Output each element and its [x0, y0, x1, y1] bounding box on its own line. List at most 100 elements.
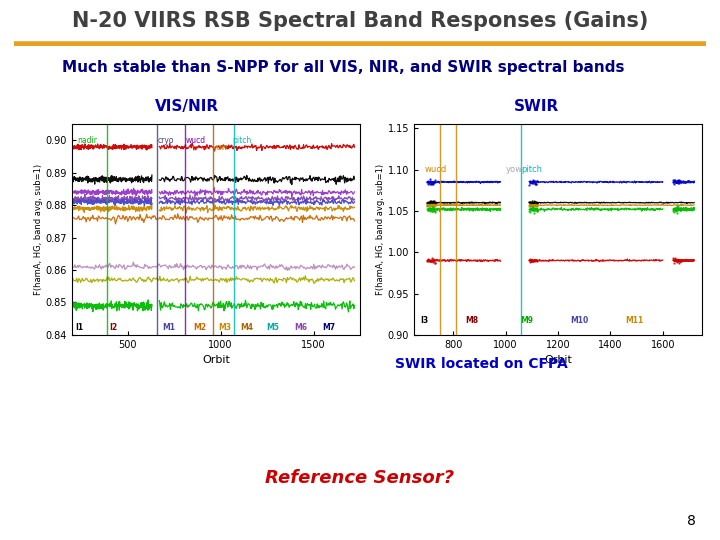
Point — [531, 202, 543, 211]
Point — [670, 255, 681, 264]
Point — [524, 177, 536, 185]
Point — [531, 198, 542, 207]
Point — [669, 204, 680, 212]
Point — [422, 205, 433, 214]
Point — [524, 200, 536, 209]
Point — [528, 256, 539, 265]
Point — [530, 198, 541, 207]
Point — [527, 206, 539, 214]
Text: I2: I2 — [109, 322, 117, 332]
Point — [527, 200, 539, 209]
Point — [674, 206, 685, 214]
Point — [429, 176, 441, 185]
Point — [528, 201, 539, 210]
Point — [531, 256, 543, 265]
Point — [427, 198, 438, 207]
Text: cryo: cryo — [158, 136, 174, 145]
Point — [675, 204, 686, 212]
Text: pitch: pitch — [232, 136, 251, 145]
Point — [421, 199, 433, 207]
Point — [670, 254, 681, 262]
Point — [422, 180, 433, 189]
Point — [426, 198, 437, 207]
Point — [528, 205, 540, 214]
Point — [668, 255, 680, 264]
Point — [428, 179, 439, 187]
Point — [674, 204, 685, 213]
Point — [422, 255, 433, 264]
Point — [528, 208, 539, 217]
Text: pitch: pitch — [521, 165, 542, 174]
Point — [424, 179, 436, 188]
Point — [422, 199, 433, 207]
Point — [428, 203, 439, 212]
Point — [423, 178, 435, 186]
Point — [530, 257, 541, 266]
Point — [526, 256, 537, 265]
Point — [424, 206, 436, 215]
Point — [424, 198, 436, 207]
Point — [525, 204, 536, 213]
Point — [429, 207, 441, 216]
Point — [423, 200, 435, 209]
Point — [524, 178, 536, 186]
Point — [421, 178, 433, 187]
Point — [527, 179, 539, 187]
Point — [425, 180, 436, 188]
Text: M7: M7 — [322, 322, 335, 332]
Point — [528, 200, 539, 209]
Point — [670, 206, 681, 215]
Point — [425, 256, 436, 265]
Point — [526, 201, 537, 210]
Point — [669, 206, 680, 214]
Point — [669, 176, 680, 185]
Text: M4: M4 — [240, 322, 253, 332]
Point — [529, 198, 541, 207]
Point — [428, 256, 440, 265]
Point — [523, 180, 535, 189]
Point — [421, 256, 433, 265]
Point — [531, 199, 542, 207]
Point — [428, 205, 440, 214]
Point — [526, 177, 537, 186]
Point — [529, 256, 541, 265]
Point — [531, 201, 542, 210]
Point — [528, 197, 540, 206]
Point — [524, 204, 536, 212]
Point — [530, 255, 541, 264]
Point — [426, 206, 437, 215]
Point — [675, 177, 686, 186]
Point — [426, 179, 438, 187]
Point — [675, 257, 686, 266]
Point — [426, 178, 437, 187]
Point — [427, 200, 438, 209]
Point — [528, 177, 539, 186]
Point — [674, 256, 685, 265]
Point — [528, 206, 539, 214]
Point — [529, 201, 541, 210]
Point — [672, 177, 683, 185]
Point — [528, 255, 540, 264]
Point — [428, 198, 439, 207]
Point — [429, 199, 441, 208]
Point — [528, 198, 540, 207]
Point — [674, 256, 685, 265]
Text: M9: M9 — [520, 316, 533, 325]
Point — [526, 178, 538, 187]
Point — [524, 208, 536, 217]
Point — [531, 204, 542, 213]
Point — [528, 199, 539, 207]
Point — [671, 177, 683, 185]
Text: 8: 8 — [687, 514, 696, 528]
Point — [668, 205, 680, 213]
Text: yow: yow — [213, 143, 228, 152]
Point — [527, 256, 539, 265]
Point — [425, 205, 436, 214]
Point — [667, 254, 679, 262]
Point — [423, 200, 434, 208]
Point — [531, 177, 542, 185]
Point — [675, 256, 687, 265]
Point — [524, 198, 536, 207]
Point — [428, 177, 440, 186]
Point — [528, 255, 540, 264]
